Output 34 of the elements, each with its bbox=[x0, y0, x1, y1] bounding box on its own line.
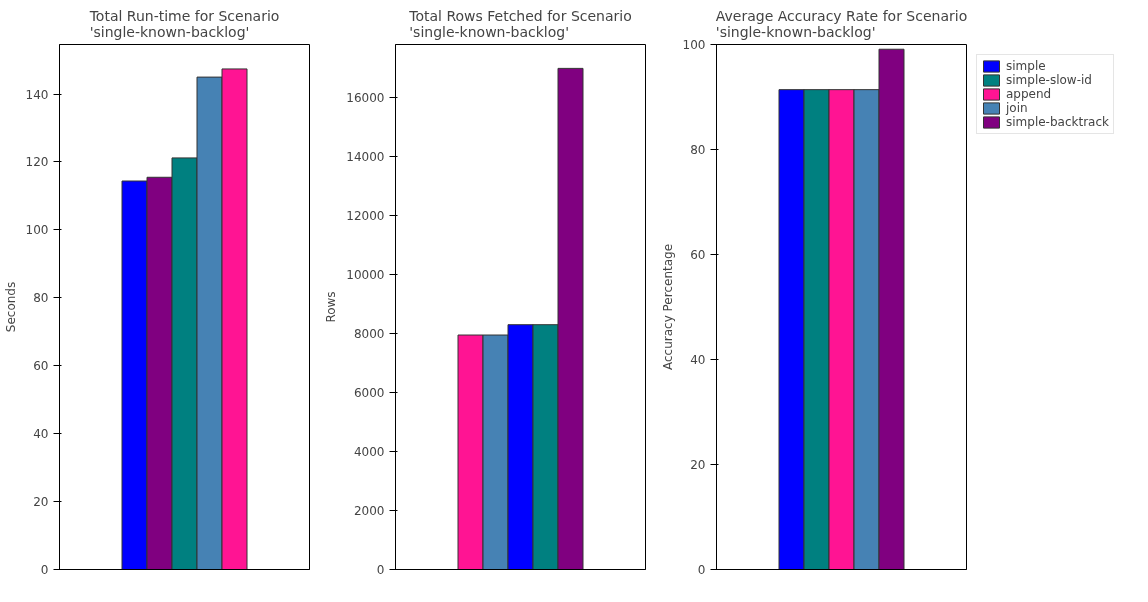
y-tick-label: 4000 bbox=[353, 445, 385, 460]
y-tick-label: 0 bbox=[40, 563, 49, 577]
y-tick-label: 2000 bbox=[353, 504, 385, 519]
y-tick-label: 40 bbox=[690, 353, 706, 367]
y-tick-label: 10000 bbox=[346, 268, 385, 283]
y-tick-label: 140 bbox=[25, 87, 49, 102]
y-tick-label: 16000 bbox=[346, 91, 385, 106]
y-tick-label: 80 bbox=[690, 143, 706, 157]
legend-label: append bbox=[1006, 87, 1052, 101]
y-tick-label: 0 bbox=[376, 563, 385, 577]
y-tick-label: 40 bbox=[33, 427, 49, 442]
y-tick-label: 60 bbox=[690, 248, 706, 262]
legend-label: join bbox=[1006, 101, 1028, 115]
y-tick-label: 0 bbox=[697, 563, 706, 577]
y-axis-title: Rows bbox=[324, 291, 339, 323]
y-axis-title: Seconds bbox=[3, 281, 18, 333]
y-tick-label: 100 bbox=[682, 38, 706, 52]
chart-title: Total Run-time for Scenario 'single-known-backlog' bbox=[88, 7, 280, 40]
y-tick-label: 100 bbox=[25, 223, 49, 238]
y-tick-label: 14000 bbox=[346, 150, 385, 165]
y-tick-label: 12000 bbox=[346, 209, 385, 224]
y-tick-label: 80 bbox=[33, 291, 49, 306]
y-tick-label: 60 bbox=[33, 359, 49, 374]
y-tick-label: 6000 bbox=[353, 386, 385, 401]
y-tick-label: 20 bbox=[690, 458, 706, 472]
chart-title: Total Rows Fetched for Scenario 'single-known-backlog' bbox=[408, 7, 632, 40]
y-tick-label: 120 bbox=[25, 155, 49, 170]
chart-title: Average Accuracy Rate for Scenario 'single-known-backlog' bbox=[715, 7, 968, 40]
legend-label: simple-slow-id bbox=[1006, 73, 1092, 87]
y-tick-label: 8000 bbox=[353, 327, 385, 342]
legend-label: simple-backtrack bbox=[1006, 115, 1109, 129]
y-tick-label: 20 bbox=[33, 495, 49, 510]
y-axis-title: Accuracy Percentage bbox=[660, 243, 675, 371]
legend-label: simple bbox=[1006, 59, 1046, 73]
